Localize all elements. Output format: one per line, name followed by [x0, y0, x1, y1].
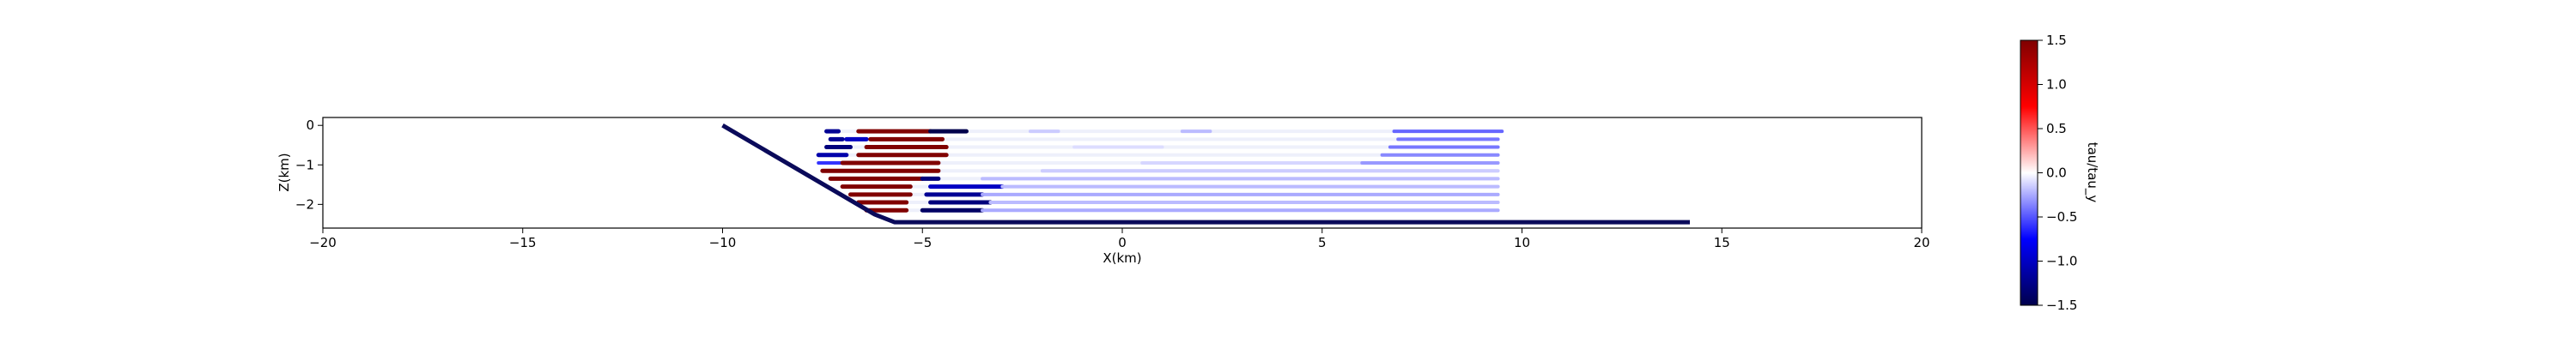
x-tick-label: −15: [509, 235, 537, 250]
colorbar-tick-label: 1.5: [2046, 33, 2067, 48]
colorbar-ticks: 1.5 1.0 0.5 0.0 −0.5 −1.0 −1.5: [2038, 33, 2077, 313]
main-axes: −20 −15 −10 −5 0 5 10 15 20 0 −1 −2 X(km) Z(km): [276, 117, 1930, 266]
y-tick-label: 0: [306, 117, 314, 133]
y-axis-label: Z(km): [276, 153, 292, 191]
colorbar-tick-label: −1.5: [2046, 298, 2077, 313]
y-tick-label: −2: [295, 196, 314, 212]
x-tick-label: −5: [913, 235, 932, 250]
x-tick-label: 0: [1118, 235, 1127, 250]
y-axis-ticks: 0 −1 −2: [295, 117, 323, 212]
x-axis-ticks: −20 −15 −10 −5 0 5 10 15 20: [309, 228, 1930, 250]
colorbar-gradient: [2020, 39, 2038, 306]
x-tick-label: 20: [1913, 235, 1929, 250]
x-tick-label: 10: [1514, 235, 1530, 250]
fault-line: [721, 123, 1690, 225]
x-axis-label: X(km): [1103, 250, 1141, 266]
data-layer: [816, 129, 1504, 213]
y-tick-label: −1: [295, 157, 314, 172]
colorbar-tick-label: −0.5: [2046, 209, 2077, 225]
colorbar-tick-label: 0.0: [2046, 165, 2067, 181]
colorbar-tick-label: −1.0: [2046, 254, 2077, 269]
x-tick-label: −10: [709, 235, 737, 250]
x-tick-label: 5: [1318, 235, 1327, 250]
x-tick-label: −20: [309, 235, 337, 250]
colorbar: 1.5 1.0 0.5 0.0 −0.5 −1.0 −1.5 tau/tau_y: [2020, 33, 2100, 313]
x-tick-label: 15: [1714, 235, 1730, 250]
colorbar-tick-label: 1.0: [2046, 77, 2067, 93]
colorbar-tick-label: 0.5: [2046, 121, 2067, 136]
colorbar-label: tau/tau_y: [2084, 142, 2100, 203]
